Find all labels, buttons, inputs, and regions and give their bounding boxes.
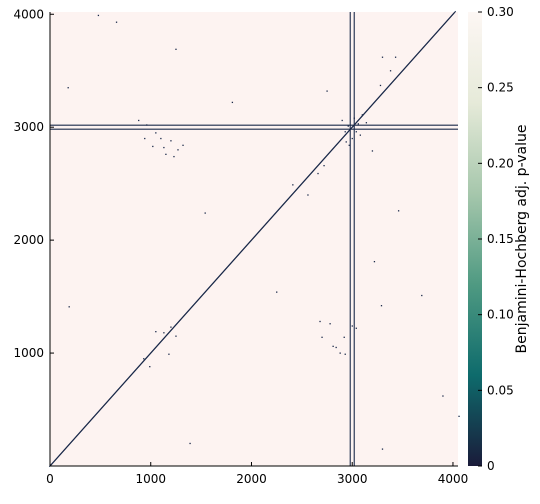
colorbar-label: Benjamini-Hochberg adj. p-value <box>514 125 530 354</box>
significant-cell <box>371 150 374 152</box>
significant-cell <box>329 323 331 325</box>
significant-cell <box>67 87 69 89</box>
significant-cell <box>68 306 70 308</box>
y-tick-label: 3000 <box>13 120 44 134</box>
diagonal-line-2 <box>50 10 457 466</box>
y-tick-label: 1000 <box>13 346 44 360</box>
significant-cell <box>163 146 165 149</box>
colorbar-tick-label: 0.20 <box>487 156 514 170</box>
significant-cell <box>332 345 334 347</box>
significant-cell <box>339 352 341 354</box>
significant-cell <box>175 335 177 337</box>
significant-cell <box>379 84 382 87</box>
significant-cell <box>323 164 325 167</box>
significant-cell <box>163 332 165 334</box>
significant-cell <box>165 153 167 155</box>
significant-cell <box>326 90 328 92</box>
significant-cell <box>168 353 170 355</box>
significant-cell <box>351 325 353 327</box>
significant-cell <box>359 134 361 136</box>
significant-cell <box>380 305 383 307</box>
significant-cell <box>115 21 118 23</box>
significant-cell <box>341 119 343 122</box>
colorbar-tick-label: 0.10 <box>487 308 514 322</box>
significant-cell <box>204 212 206 214</box>
colorbar-tick-label: 0 <box>487 459 495 473</box>
colorbar-tick-label: 0.15 <box>487 232 514 246</box>
colorbar-tick-label: 0.30 <box>487 5 514 19</box>
x-tick-label: 1000 <box>135 472 166 486</box>
significant-cell <box>144 137 146 140</box>
axes: 0 1000 2000 3000 4000 1000 2000 3000 4000 <box>13 7 468 486</box>
significant-cell <box>347 125 349 127</box>
significant-cell <box>381 448 384 450</box>
significant-cell <box>170 140 172 142</box>
significant-cell <box>307 194 309 196</box>
significant-cell <box>442 395 444 397</box>
significant-cell <box>292 184 294 186</box>
colorbar-tick-label: 0.05 <box>487 383 514 397</box>
significant-cell <box>389 70 392 72</box>
significant-cell <box>458 415 460 418</box>
significant-cell <box>146 124 148 126</box>
x-tick-label: 2000 <box>236 472 267 486</box>
significant-cell <box>321 336 323 338</box>
plot-area <box>48 10 460 468</box>
significant-cell <box>355 327 357 329</box>
x-tick-label: 3000 <box>337 472 368 486</box>
significant-cell <box>357 123 359 125</box>
significant-cell <box>319 320 321 323</box>
significant-cell <box>177 149 179 151</box>
significant-cell <box>138 119 140 122</box>
significant-cell <box>97 14 100 17</box>
significant-cell <box>351 137 353 140</box>
significant-cell <box>152 145 154 148</box>
colorbar-gradient <box>468 12 482 466</box>
significant-cell <box>155 132 157 134</box>
significant-cell <box>143 358 145 360</box>
significant-cell <box>361 114 363 116</box>
significant-cell <box>394 56 397 58</box>
significant-cell <box>365 122 368 124</box>
significant-cell <box>421 294 423 297</box>
significant-cell <box>381 56 384 58</box>
significant-cell <box>317 172 319 175</box>
significant-cell <box>149 366 151 368</box>
significant-cell <box>353 117 355 119</box>
significant-cell <box>348 144 350 146</box>
significant-cell <box>276 291 278 293</box>
significant-cell <box>160 137 162 140</box>
y-tick-label: 4000 <box>13 7 44 21</box>
significant-cell <box>343 336 345 338</box>
significant-cell <box>155 331 157 333</box>
significant-cell <box>231 101 234 104</box>
significant-cell <box>373 260 376 263</box>
significant-cell <box>345 141 347 143</box>
x-tick-label: 4000 <box>438 472 469 486</box>
significant-cell <box>170 326 172 328</box>
significant-cell <box>173 155 175 158</box>
colorbar-tick-label: 0.25 <box>487 81 514 95</box>
significant-cell <box>344 131 346 133</box>
significant-cell <box>189 442 191 445</box>
significant-cell <box>175 48 177 50</box>
significant-cell <box>355 131 357 133</box>
y-tick-label: 2000 <box>13 233 44 247</box>
colorbar: 0 0.05 0.10 0.15 0.20 0.25 0.30 Benjamini-Hochb… <box>468 5 530 473</box>
x-tick-label: 0 <box>46 472 54 486</box>
significant-cell <box>182 144 184 146</box>
significant-cell <box>397 210 400 212</box>
significant-cell <box>335 346 337 349</box>
significant-cell <box>344 353 346 355</box>
